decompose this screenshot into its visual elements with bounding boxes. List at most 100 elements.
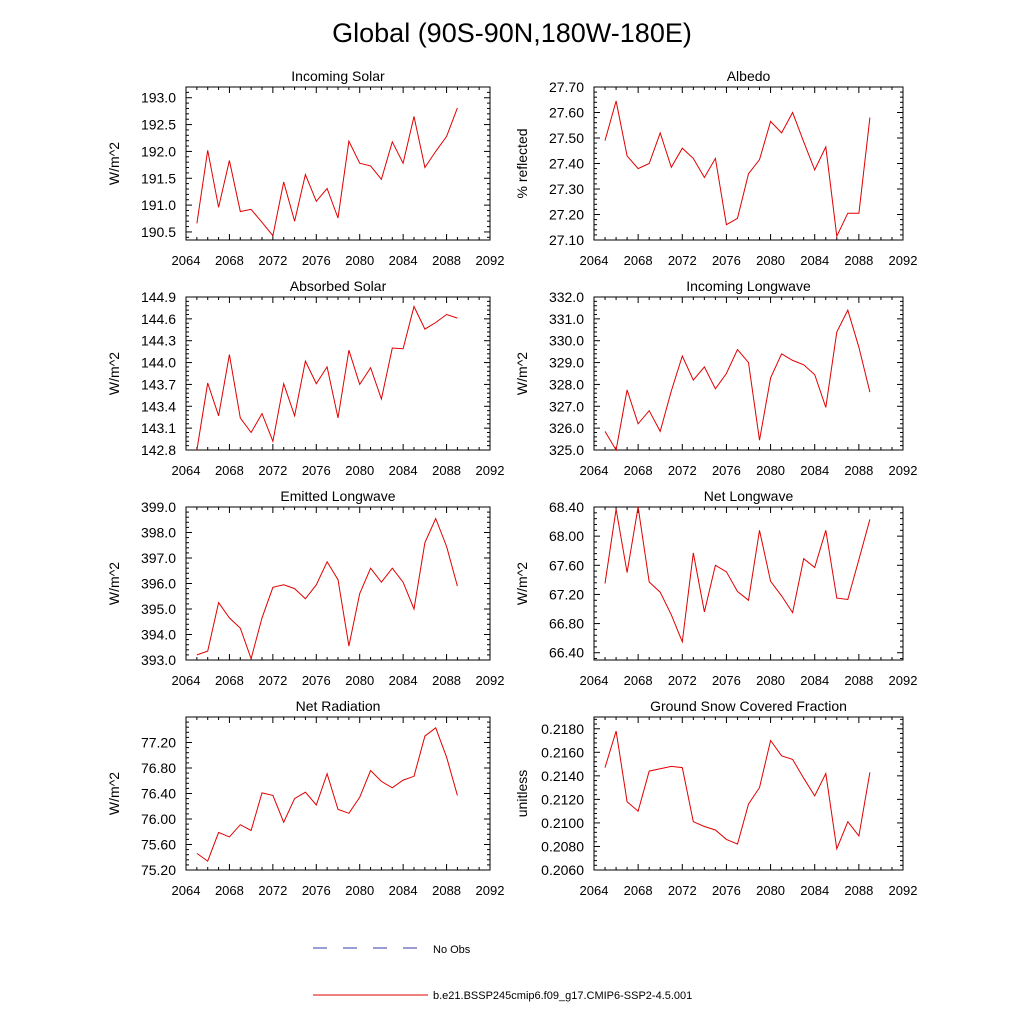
absorbed-solar-ytick-label: 143.7 (141, 376, 176, 392)
ground-snow-covered-fraction-ytick-label: 0.2180 (541, 721, 584, 737)
net-longwave-xtick-label: 2076 (712, 673, 741, 688)
net-longwave-series-line (604, 506, 871, 644)
net-radiation-xtick-label: 2072 (258, 883, 287, 898)
incoming-longwave-ytick-label: 326.0 (549, 420, 584, 436)
ground-snow-covered-fraction-ytick-label: 0.2060 (541, 862, 584, 878)
net-radiation-xtick-label: 2084 (389, 883, 418, 898)
albedo-ytick-label: 27.40 (549, 156, 584, 172)
albedo-ytick-label: 27.10 (549, 232, 584, 248)
ground-snow-covered-fraction-xtick-label: 2064 (580, 883, 609, 898)
net-radiation-ytick-label: 76.40 (141, 786, 176, 802)
absorbed-solar-ytick-label: 144.0 (141, 355, 176, 371)
incoming-longwave-xtick-label: 2092 (889, 463, 918, 478)
net-radiation-xtick-label: 2088 (432, 883, 461, 898)
albedo-ytick-label: 27.20 (549, 207, 584, 223)
ground-snow-covered-fraction-xtick-label: 2084 (800, 883, 829, 898)
ground-snow-covered-fraction-ytick-label: 0.2160 (541, 744, 584, 760)
emitted-longwave-ytick-label: 393.0 (141, 652, 176, 668)
albedo-plot-frame (593, 86, 904, 241)
net-longwave-ytick-label: 68.00 (549, 528, 584, 544)
figure-title: Global (90S-90N,180W-180E) (332, 18, 692, 48)
net-radiation-ytick-label: 75.20 (141, 862, 176, 878)
net-longwave-ylabel: W/m^2 (514, 562, 530, 605)
incoming-solar-xtick-label: 2084 (389, 253, 418, 268)
net-longwave-xtick-label: 2080 (756, 673, 785, 688)
absorbed-solar-xtick-label: 2068 (215, 463, 244, 478)
panel-net-radiation: Net Radiation W/m^2 2064 2068 2072 2076 2080 20… (106, 698, 504, 898)
incoming-solar-ytick-label: 193.0 (141, 90, 176, 106)
incoming-longwave-xtick-label: 2084 (800, 463, 829, 478)
absorbed-solar-xtick-label: 2092 (476, 463, 505, 478)
incoming-longwave-title: Incoming Longwave (686, 278, 811, 294)
emitted-longwave-ytick-label: 397.0 (141, 550, 176, 566)
emitted-longwave-ytick-label: 399.0 (141, 499, 176, 515)
incoming-solar-xtick-label: 2076 (302, 253, 331, 268)
net-radiation-ytick-label: 76.80 (141, 760, 176, 776)
incoming-solar-ytick-label: 190.5 (141, 224, 176, 240)
net-radiation-ylabel: W/m^2 (106, 772, 122, 815)
incoming-longwave-xtick-label: 2064 (580, 463, 609, 478)
incoming-solar-xtick-label: 2088 (432, 253, 461, 268)
incoming-longwave-xtick-label: 2076 (712, 463, 741, 478)
incoming-longwave-ytick-label: 325.0 (549, 442, 584, 458)
emitted-longwave-xtick-label: 2084 (389, 673, 418, 688)
ground-snow-covered-fraction-ylabel: unitless (514, 770, 530, 817)
albedo-series-line (604, 100, 871, 238)
net-longwave-ytick-label: 66.80 (549, 616, 584, 632)
net-longwave-xtick-label: 2072 (668, 673, 697, 688)
incoming-longwave-ytick-label: 329.0 (549, 355, 584, 371)
incoming-longwave-series-line (604, 308, 871, 452)
net-radiation-xtick-label: 2092 (476, 883, 505, 898)
panel-emitted-longwave: Emitted Longwave W/m^2 2064 2068 2072 2076 208… (106, 488, 504, 688)
incoming-longwave-plot-frame (593, 296, 904, 451)
albedo-xtick-label: 2088 (844, 253, 873, 268)
emitted-longwave-xtick-label: 2092 (476, 673, 505, 688)
incoming-longwave-xtick-label: 2068 (624, 463, 653, 478)
incoming-longwave-xtick-label: 2072 (668, 463, 697, 478)
emitted-longwave-title: Emitted Longwave (280, 488, 395, 504)
incoming-longwave-ytick-label: 332.0 (549, 289, 584, 305)
net-longwave-xtick-label: 2092 (889, 673, 918, 688)
emitted-longwave-xtick-label: 2068 (215, 673, 244, 688)
incoming-longwave-ytick-label: 330.0 (549, 333, 584, 349)
albedo-ylabel: % reflected (514, 128, 530, 198)
emitted-longwave-ytick-label: 394.0 (141, 627, 176, 643)
ground-snow-covered-fraction-ytick-label: 0.2100 (541, 815, 584, 831)
emitted-longwave-ytick-label: 395.0 (141, 601, 176, 617)
albedo-ytick-label: 27.60 (549, 105, 584, 121)
net-longwave-ytick-label: 67.60 (549, 557, 584, 573)
net-longwave-xtick-label: 2084 (800, 673, 829, 688)
albedo-xtick-label: 2080 (756, 253, 785, 268)
emitted-longwave-ylabel: W/m^2 (106, 562, 122, 605)
incoming-longwave-ylabel: W/m^2 (514, 352, 530, 395)
net-radiation-ytick-label: 75.60 (141, 837, 176, 853)
panel-absorbed-solar: Absorbed Solar W/m^2 2064 2068 2072 2076 2080 2… (106, 278, 504, 478)
incoming-solar-xtick-label: 2068 (215, 253, 244, 268)
net-longwave-xtick-label: 2088 (844, 673, 873, 688)
absorbed-solar-xtick-label: 2080 (345, 463, 374, 478)
incoming-longwave-ytick-label: 327.0 (549, 398, 584, 414)
net-radiation-series-line (196, 726, 458, 862)
ground-snow-covered-fraction-ytick-label: 0.2140 (541, 768, 584, 784)
panel-incoming-solar: Incoming Solar W/m^2 2064 2068 2072 2076 2080 2… (106, 68, 504, 268)
absorbed-solar-xtick-label: 2088 (432, 463, 461, 478)
absorbed-solar-ytick-label: 143.4 (141, 398, 176, 414)
albedo-xtick-label: 2076 (712, 253, 741, 268)
absorbed-solar-series-line (196, 305, 458, 451)
ground-snow-covered-fraction-xtick-label: 2072 (668, 883, 697, 898)
ground-snow-covered-fraction-xtick-label: 2068 (624, 883, 653, 898)
absorbed-solar-xtick-label: 2076 (302, 463, 331, 478)
absorbed-solar-ytick-label: 142.8 (141, 442, 176, 458)
albedo-xtick-label: 2068 (624, 253, 653, 268)
net-longwave-xtick-label: 2068 (624, 673, 653, 688)
panels: Incoming Solar W/m^2 2064 2068 2072 2076 2080 2… (106, 68, 917, 898)
incoming-solar-xtick-label: 2064 (172, 253, 201, 268)
albedo-xtick-label: 2084 (800, 253, 829, 268)
incoming-solar-ytick-label: 192.5 (141, 117, 176, 133)
panel-net-longwave: Net Longwave W/m^2 2064 2068 2072 2076 2080 208… (514, 488, 917, 688)
absorbed-solar-ytick-label: 144.9 (141, 289, 176, 305)
incoming-longwave-xtick-label: 2080 (756, 463, 785, 478)
net-longwave-ytick-label: 66.40 (549, 645, 584, 661)
ground-snow-covered-fraction-xtick-label: 2088 (844, 883, 873, 898)
